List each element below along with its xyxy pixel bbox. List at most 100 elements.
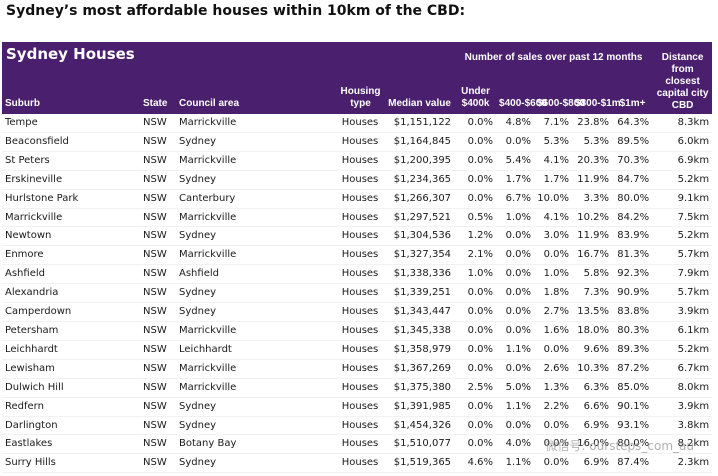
cell-state: NSW (140, 416, 176, 435)
col-header-state: State (140, 76, 176, 114)
cell-600-800: 1.0% (534, 264, 573, 284)
col-header-median-value: Median value (384, 76, 455, 114)
cell-council: Marrickville (176, 151, 336, 171)
col-header-600-800: $600-$800 (534, 76, 585, 114)
cell-housing-type: Houses (336, 151, 384, 171)
cell-state: NSW (140, 114, 176, 133)
cell-800-1m: 11.9% (572, 170, 613, 190)
table-row: Erskineville NSW Sydney Houses $1,234,365 0.0… (2, 170, 712, 190)
cell-400-600: 6.7% (496, 189, 535, 209)
cell-housing-type: Houses (336, 302, 384, 322)
cell-housing-type: Houses (336, 378, 384, 398)
cell-400-600: 1.0% (496, 208, 535, 227)
cell-council: Sydney (176, 416, 336, 435)
page-title: Sydney’s most affordable houses within 1… (6, 3, 466, 19)
cell-1m-plus: 84.7% (612, 170, 653, 190)
cell-distance: 3.9km (652, 302, 712, 322)
cell-under-400k: 0.0% (454, 416, 497, 435)
cell-400-600: 1.1% (496, 340, 535, 360)
cell-under-400k: 0.0% (454, 151, 497, 171)
cell-1m-plus: 87.4% (612, 453, 653, 473)
cell-housing-type: Houses (336, 264, 384, 284)
cell-600-800: 5.3% (534, 132, 573, 152)
cell-600-800: 3.0% (534, 226, 573, 246)
cell-under-400k: 0.0% (454, 321, 497, 341)
cell-distance: 5.7km (652, 283, 712, 303)
cell-600-800: 2.7% (534, 302, 573, 322)
cell-state: NSW (140, 453, 176, 473)
cell-600-800: 0.0% (534, 453, 573, 473)
cell-800-1m: 13.5% (572, 302, 613, 322)
table-brand-title: Sydney Houses (2, 42, 455, 76)
col-header-under-400k: Under $400k (454, 76, 497, 114)
cell-state: NSW (140, 434, 176, 454)
cell-600-800: 0.0% (534, 434, 573, 454)
cell-800-1m: 16.7% (572, 245, 613, 265)
cell-under-400k: 0.0% (454, 283, 497, 303)
cell-median-value: $1,391,985 (384, 397, 455, 416)
cell-median-value: $1,234,365 (384, 170, 455, 190)
cell-state: NSW (140, 397, 176, 416)
cell-housing-type: Houses (336, 321, 384, 341)
cell-600-800: 1.8% (534, 283, 573, 303)
cell-400-600: 0.0% (496, 359, 535, 379)
table-row: Eastlakes NSW Botany Bay Houses $1,510,077 0.… (2, 434, 712, 454)
cell-housing-type: Houses (336, 208, 384, 227)
cell-distance: 6.7km (652, 359, 712, 379)
cell-600-800: 1.7% (534, 170, 573, 190)
cell-suburb: Hurlstone Park (2, 189, 140, 209)
cell-distance: 5.2km (652, 226, 712, 246)
cell-housing-type: Houses (336, 340, 384, 360)
cell-housing-type: Houses (336, 416, 384, 435)
cell-state: NSW (140, 208, 176, 227)
cell-suburb: Leichhardt (2, 340, 140, 360)
cell-1m-plus: 64.3% (612, 114, 653, 133)
cell-suburb: Redfern (2, 397, 140, 416)
cell-housing-type: Houses (336, 170, 384, 190)
cell-median-value: $1,519,365 (384, 453, 455, 473)
cell-under-400k: 0.0% (454, 170, 497, 190)
cell-council: Sydney (176, 283, 336, 303)
table-row: RoseberyNSWSydneyHouses$1,533,9890.0%0.0… (2, 472, 712, 476)
cell-distance: 6.0km (652, 132, 712, 152)
cell-suburb: Marrickville (2, 208, 140, 227)
cell-600-800: 2.6% (534, 359, 573, 379)
cell-housing-type: Houses (336, 472, 384, 476)
cell-housing-type: Houses (336, 114, 384, 133)
cell-state: NSW (140, 245, 176, 265)
cell-council: Marrickville (176, 359, 336, 379)
cell-under-400k: 0.0% (454, 302, 497, 322)
cell-800-1m: 6.9% (572, 416, 613, 435)
cell-under-400k: 0.5% (454, 208, 497, 227)
cell-under-400k: 0.0% (454, 189, 497, 209)
column-header-row: Suburb State Council area Housing type M… (2, 76, 712, 114)
affordable-houses-table-container: Sydney Houses Number of sales over past … (2, 42, 712, 476)
cell-state: NSW (140, 189, 176, 209)
cell-800-1m: 6.6% (572, 397, 613, 416)
cell-suburb: Camperdown (2, 302, 140, 322)
cell-suburb: Rosebery (2, 472, 140, 476)
cell-800-1m: 9.6% (572, 340, 613, 360)
cell-distance: 8.3km (652, 114, 712, 133)
cell-distance: 7.5km (652, 208, 712, 227)
cell-800-1m: 20.3% (572, 151, 613, 171)
cell-under-400k: 1.0% (454, 264, 497, 284)
col-header-housing-type: Housing type (336, 76, 384, 114)
cell-median-value: $1,375,380 (384, 378, 455, 398)
cell-400-600: 5.4% (496, 151, 535, 171)
cell-distance: 8.2km (652, 434, 712, 454)
sales-group-header: Number of sales over past 12 months (454, 42, 653, 76)
cell-council: Marrickville (176, 208, 336, 227)
cell-suburb: St Peters (2, 151, 140, 171)
table-row: Enmore NSW Marrickville Houses $1,327,354 2.1… (2, 245, 712, 265)
cell-suburb: Eastlakes (2, 434, 140, 454)
cell-suburb: Dulwich Hill (2, 378, 140, 398)
cell-400-600: 0.0% (496, 416, 535, 435)
cell-under-400k: 4.6% (454, 453, 497, 473)
cell-housing-type: Houses (336, 226, 384, 246)
cell-housing-type: Houses (336, 283, 384, 303)
cell-council: Sydney (176, 397, 336, 416)
cell-800-1m: 7.3% (572, 283, 613, 303)
cell-median-value: $1,343,447 (384, 302, 455, 322)
cell-housing-type: Houses (336, 245, 384, 265)
